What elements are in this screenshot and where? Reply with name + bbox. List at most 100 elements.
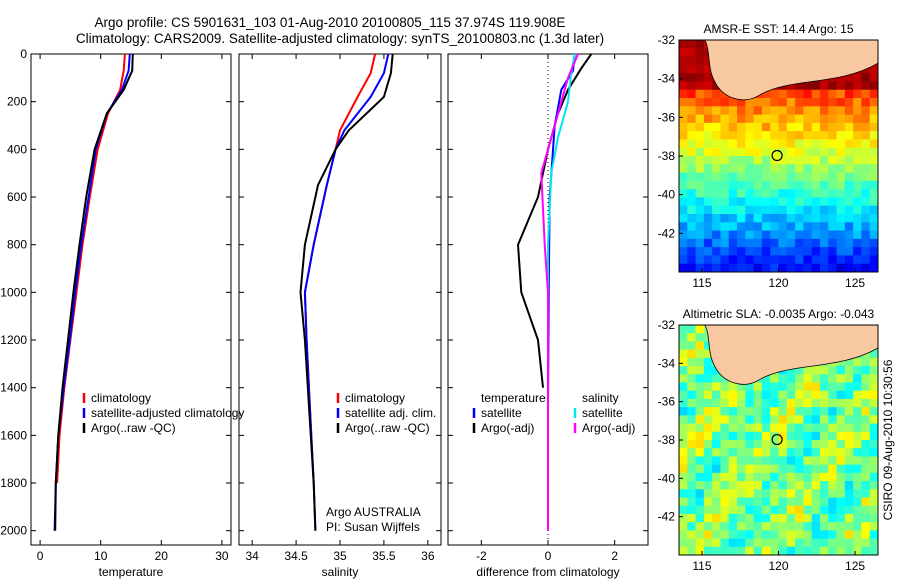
map-cell xyxy=(753,189,763,198)
map-cell xyxy=(811,263,821,273)
map-cell xyxy=(753,390,763,400)
map-cell xyxy=(712,481,721,490)
map-cell xyxy=(869,489,879,498)
map-cell xyxy=(703,247,713,256)
map-y-tick-label: -32 xyxy=(658,33,676,47)
map-cell xyxy=(853,481,862,490)
map-cell xyxy=(720,423,730,433)
float-location-marker xyxy=(771,433,783,446)
land-mass xyxy=(679,39,879,101)
legend-item-label: Argo(..raw -QC) xyxy=(345,421,430,435)
x-tick-label: 0 xyxy=(37,549,44,563)
map-cell xyxy=(869,423,879,433)
map-cell xyxy=(844,131,854,140)
map-cell xyxy=(761,546,771,556)
map-cell xyxy=(869,522,879,531)
figure-subtitle: Climatology: CARS2009. Satellite-adjuste… xyxy=(76,31,604,46)
map-cell xyxy=(811,505,821,515)
map-cell xyxy=(795,81,804,91)
map-cell xyxy=(811,156,821,165)
map-cell xyxy=(836,357,846,367)
map-cell xyxy=(803,81,813,91)
map-cell xyxy=(819,98,829,107)
map-cell xyxy=(753,382,763,392)
map-cell xyxy=(869,448,879,457)
map-cell xyxy=(836,189,846,198)
map-cell xyxy=(844,230,854,240)
map-cell xyxy=(728,538,738,548)
map-cell xyxy=(712,180,721,190)
map-cell xyxy=(761,489,771,498)
map-cell xyxy=(703,431,713,441)
map-cell xyxy=(869,73,879,82)
map-y-tick-label: -40 xyxy=(658,188,676,202)
map-cell xyxy=(853,374,862,383)
map-cell xyxy=(720,481,730,490)
map-cell xyxy=(869,366,879,375)
map-cell xyxy=(811,407,821,416)
map-cell xyxy=(869,89,879,99)
map-y-tick-label: -34 xyxy=(658,356,676,370)
map-cell xyxy=(728,214,738,223)
legend-temperature-heading: temperature xyxy=(481,391,546,405)
map-cell xyxy=(803,489,813,498)
map-cell xyxy=(828,230,838,240)
map-cell xyxy=(761,497,771,507)
map-cell xyxy=(786,481,796,490)
figure-title: Argo profile: CS 5901631_103 01-Aug-2010… xyxy=(95,15,566,30)
map-cell xyxy=(803,546,813,556)
map-cell xyxy=(828,440,838,449)
map-cell xyxy=(853,247,862,256)
map-cell xyxy=(695,89,705,99)
map-cell xyxy=(778,106,788,116)
map-cell xyxy=(844,147,854,157)
map-cell xyxy=(819,238,829,248)
map-cell xyxy=(861,390,871,400)
map-cell xyxy=(687,89,697,99)
map-cell xyxy=(786,431,796,441)
map-cell xyxy=(853,230,862,240)
map-cell xyxy=(745,98,755,107)
map-cell xyxy=(869,156,879,165)
map-cell xyxy=(720,255,730,265)
map-cell xyxy=(795,489,804,498)
map-cell xyxy=(861,238,871,248)
map-cell xyxy=(695,73,705,82)
map-cell xyxy=(778,398,788,408)
map-cell xyxy=(795,114,804,124)
map-cell xyxy=(737,415,746,425)
map-cell xyxy=(836,164,846,174)
map-cell xyxy=(679,341,688,351)
map-cell xyxy=(737,147,746,157)
map-cell xyxy=(853,89,862,99)
map-cell xyxy=(828,513,838,523)
map-cell xyxy=(861,481,871,490)
map-cell xyxy=(861,456,871,466)
map-cell xyxy=(844,423,854,433)
map-cell xyxy=(753,197,763,207)
map-cell xyxy=(853,255,862,265)
sst-map: AMSR-E SST: 14.4 Argo: 15 115 120 125 -32 -34… xyxy=(658,22,879,290)
map-cell xyxy=(778,382,788,392)
map-cell xyxy=(853,382,862,392)
map-cell xyxy=(795,481,804,490)
map-cell xyxy=(679,40,688,49)
map-cell xyxy=(828,390,838,400)
map-cell xyxy=(703,341,713,351)
map-cell xyxy=(745,164,755,174)
map-cell xyxy=(861,431,871,441)
map-cell xyxy=(745,407,755,416)
map-cell xyxy=(819,214,829,223)
map-cell xyxy=(844,530,854,540)
map-cell xyxy=(695,546,705,556)
map-cell xyxy=(712,522,721,531)
map-cell xyxy=(770,513,779,523)
map-cell xyxy=(753,255,763,265)
map-cell xyxy=(687,114,697,124)
map-cell xyxy=(786,89,796,99)
map-cell xyxy=(869,546,879,556)
map-cell xyxy=(811,431,821,441)
map-cell xyxy=(803,89,813,99)
map-cell xyxy=(712,390,721,400)
y-tick-label: 1600 xyxy=(0,428,27,442)
